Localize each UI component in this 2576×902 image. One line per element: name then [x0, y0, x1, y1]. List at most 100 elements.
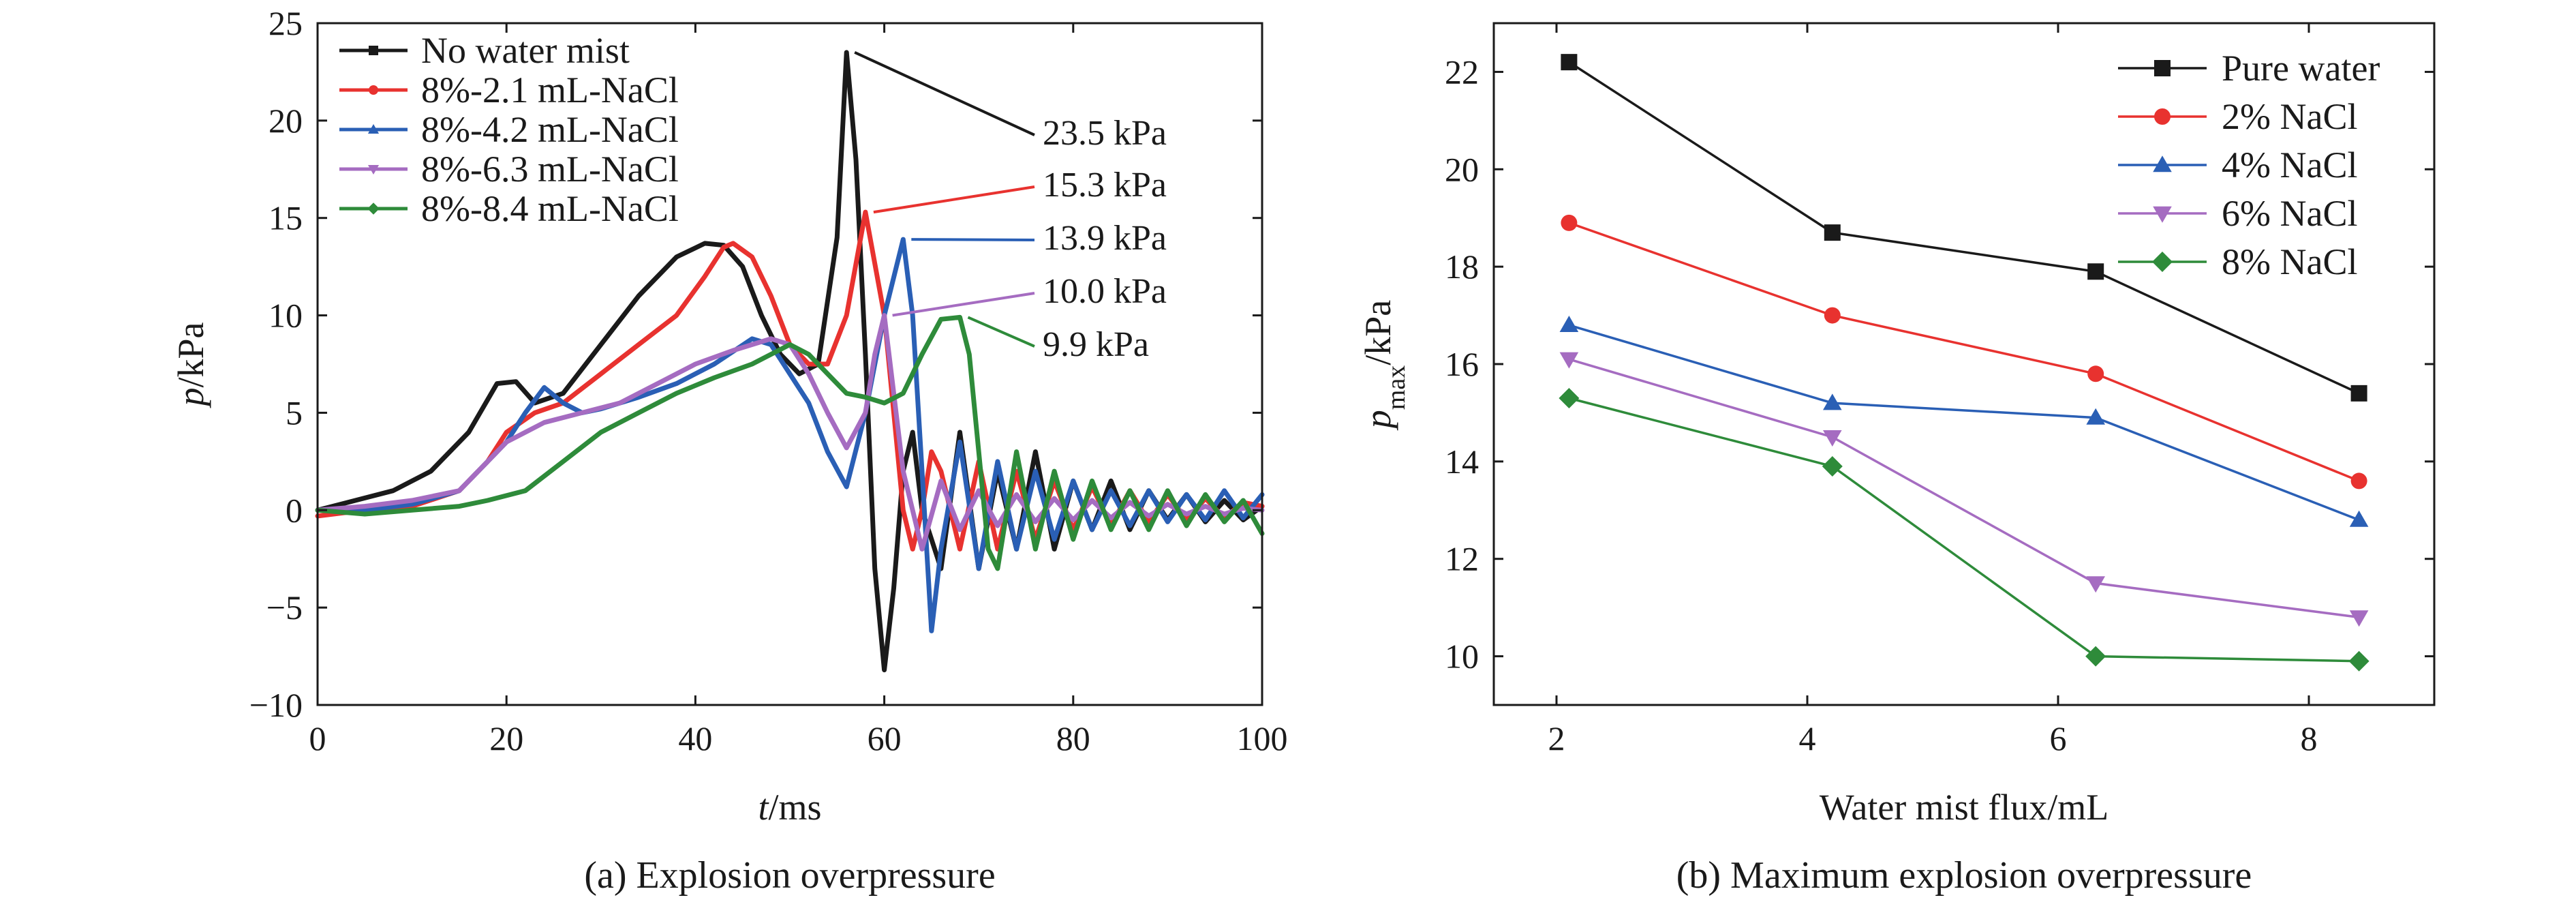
panel-b-data-point [2350, 385, 2367, 402]
panel-b-data-point [1559, 352, 1579, 369]
panel-a-legend-marker [367, 202, 380, 215]
panel-b-legend-marker [2153, 155, 2172, 172]
panel-a-legend-label: 8%-2.1 mL-NaCl [421, 70, 679, 110]
panel-a-annotation-leader [873, 185, 1035, 214]
panel-b-data-point [2087, 263, 2104, 280]
panel-a-y-tick-label: 25 [269, 4, 303, 42]
panel-b-y-tick-label: 12 [1445, 540, 1479, 578]
panel-b-series-line-3 [1568, 324, 2360, 522]
panel-b-data-point [2348, 650, 2370, 672]
panel-b-data-point [2349, 610, 2369, 627]
panel-a-ticks: 0 20 40 60 80 100 −10 −5 0 5 10 15 20 25 [249, 4, 1288, 757]
panel-b-x-tick-label: 6 [2050, 719, 2067, 757]
panel-b-data-point [2349, 510, 2369, 527]
panel-a-annotation-label: 13.9 kPa [1043, 219, 1167, 258]
panel-b-series-line-2 [1568, 222, 2360, 483]
panel-a-x-tick-label: 0 [309, 719, 326, 757]
panel-a-annotations: 23.5 kPa 15.3 kPa 13.9 kPa 10.0 kPa 9.9 kPa [854, 51, 1167, 364]
panel-a-series-line-3 [315, 237, 1265, 633]
panel-a-legend-label: No water mist [421, 30, 630, 71]
panel-b-series-lines [1559, 54, 2370, 672]
panel-b-legend-marker [2154, 108, 2171, 125]
panel-b-data-point [1561, 214, 1578, 231]
panel-a-y-tick-label: −10 [249, 686, 303, 724]
panel-b-data-point [2087, 365, 2104, 382]
panel-a-caption: (a) Explosion overpressure [584, 854, 995, 897]
panel-a-legend-marker [369, 85, 378, 95]
panel-a-annotation-leader [967, 316, 1035, 348]
panel-b-series-line-1 [1568, 61, 2360, 395]
panel-b-data-point [1559, 388, 1580, 408]
panel-b-data-point [2085, 646, 2106, 667]
panel-b-legend-label: 8% NaCl [2222, 241, 2357, 282]
panel-b-x-axis-title: Water mist flux/mL [1820, 787, 2109, 828]
panel-a-y-tick-label: 10 [269, 297, 303, 335]
panel-a-annotation-label: 15.3 kPa [1043, 166, 1167, 205]
panel-b-y-tick-label: 20 [1445, 150, 1479, 188]
panel-b-series-line-4 [1568, 358, 2359, 619]
panel-a-x-axis-title: t/ms [758, 787, 821, 828]
panel-b-ticks: 2 4 6 8 10 12 14 16 18 20 22 [1445, 23, 2434, 757]
panel-b-legend-marker [2152, 252, 2173, 272]
panel-a-legend-label: 8%-4.2 mL-NaCl [421, 109, 679, 150]
panel-a-y-tick-label: 5 [286, 393, 303, 432]
panel-b-x-tick-label: 8 [2301, 719, 2318, 757]
panel-b-legend-label: Pure water [2222, 48, 2380, 89]
panel-a-x-tick-label: 100 [1237, 719, 1288, 757]
panel-b-data-point [1561, 54, 1578, 71]
panel-a-x-tick-label: 20 [489, 719, 523, 757]
panel-a-y-tick-label: 0 [286, 491, 303, 529]
panel-a-y-tick-label: −5 [266, 588, 303, 627]
panel-a-series-line-5 [315, 314, 1265, 571]
panel-b-data-point [1559, 316, 1579, 333]
panel-a-legend-label: 8%-6.3 mL-NaCl [421, 149, 679, 190]
panel-b-y-tick-label: 14 [1445, 442, 1479, 481]
panel-a-plot-frame [316, 22, 1263, 706]
panel-a-x-tick-label: 40 [678, 719, 712, 757]
panel-b-legend-marker [2153, 206, 2172, 223]
panel-b-legend-label: 4% NaCl [2222, 145, 2357, 185]
panel-b: 2 4 6 8 10 12 14 16 18 20 22 Pure water 2% NaCl 4% N… [1358, 22, 2436, 897]
panel-b-caption: (b) Maximum explosion overpressure [1676, 854, 2252, 897]
panel-b-data-point [1824, 307, 1841, 324]
panel-b-data-point [2086, 576, 2105, 593]
panel-a-legend-marker [367, 123, 380, 134]
panel-b-data-point [2086, 408, 2105, 425]
panel-a-y-tick-label: 15 [269, 199, 303, 237]
panel-a-annotation-label: 9.9 kPa [1043, 325, 1149, 364]
panel-a-series-lines [315, 50, 1265, 673]
panel-b-data-point [2350, 472, 2367, 490]
panel-b-data-point [1823, 393, 1842, 410]
panel-b-x-tick-label: 2 [1548, 719, 1565, 757]
panel-b-data-point [1823, 430, 1842, 447]
panel-a-legend-marker [367, 165, 380, 175]
panel-a-annotation-leader [854, 51, 1035, 136]
panel-a-annotation-leader [892, 292, 1035, 317]
panel-b-x-tick-label: 4 [1799, 719, 1816, 757]
panel-a-legend-label: 8%-8.4 mL-NaCl [421, 188, 679, 229]
panel-a-annotation-label: 23.5 kPa [1043, 114, 1167, 153]
panel-a-x-tick-label: 80 [1056, 719, 1090, 757]
panel-b-legend-label: 2% NaCl [2222, 96, 2357, 137]
panel-b-y-tick-label: 10 [1445, 637, 1479, 676]
panel-b-legend: Pure water 2% NaCl 4% NaCl 6% NaCl 8% NaCl [2118, 48, 2380, 282]
panel-b-y-tick-label: 22 [1445, 52, 1479, 91]
panel-b-legend-marker [2154, 60, 2171, 76]
panel-b-series-line-5 [1568, 397, 2359, 663]
panel-a-y-axis-title: p/kPa [170, 322, 211, 408]
panel-a-series-line-2 [315, 209, 1265, 552]
panel-a-y-tick-label: 20 [269, 102, 303, 140]
panel-b-y-tick-label: 18 [1445, 247, 1479, 286]
panel-b-legend-label: 6% NaCl [2222, 193, 2357, 234]
panel-a-x-tick-label: 60 [868, 719, 902, 757]
panel-a-annotation-leader [911, 238, 1035, 241]
panel-b-data-point [1822, 456, 1843, 477]
panel-b-y-axis-title: pmax/kPa [1358, 300, 1411, 431]
panel-a-legend-marker [369, 46, 378, 55]
panel-b-data-point [1824, 224, 1841, 241]
panel-a-annotation-label: 10.0 kPa [1043, 272, 1167, 311]
panel-b-y-tick-label: 16 [1445, 345, 1479, 383]
